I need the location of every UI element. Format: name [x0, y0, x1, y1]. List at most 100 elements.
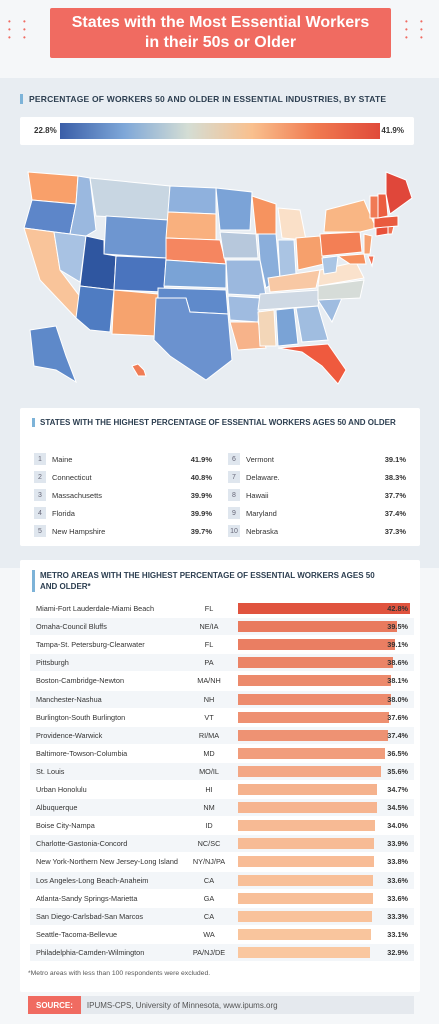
- metro-bar-track: 34.0%: [238, 820, 410, 832]
- metro-row: Seattle-Tacoma-Bellevue WA 33.1%: [30, 926, 414, 943]
- state-percent: 39.9%: [190, 490, 212, 500]
- metro-value-label: 37.6%: [387, 712, 408, 722]
- state-name: Delaware.: [246, 472, 280, 482]
- rank-number: 8: [228, 489, 240, 501]
- state-rank-row: 9 Maryland 37.4%: [228, 506, 406, 520]
- metro-row: Omaha-Council Bluffs NE/IA 39.5%: [30, 618, 414, 636]
- metro-bar-track: 33.1%: [238, 928, 410, 940]
- metro-value-label: 38.0%: [387, 694, 408, 704]
- state-rank-row: 8 Hawaii 37.7%: [228, 488, 406, 502]
- metro-value-label: 33.9%: [387, 839, 408, 849]
- decorative-dots-right: • • • • • •: [405, 17, 428, 42]
- metro-heading: METRO AREAS WITH THE HIGHEST PERCENTAGE …: [32, 570, 375, 592]
- state-ga: [295, 305, 329, 343]
- color-legend: 22.8% 41.9%: [20, 117, 414, 145]
- metro-name: New York-Northern New Jersey-Long Island: [36, 857, 178, 867]
- metro-row: Boston-Cambridge-Newton MA/NH 38.1%: [30, 672, 414, 689]
- metro-state: VT: [204, 712, 214, 722]
- state-name: Vermont: [246, 454, 274, 464]
- state-rank-row: 2 Connecticut 40.8%: [34, 470, 212, 484]
- metro-row: Providence-Warwick RI/MA 37.4%: [30, 726, 414, 744]
- state-ma: [373, 215, 399, 229]
- metro-state: PA: [204, 658, 214, 668]
- metro-bar-track: 34.5%: [238, 802, 410, 814]
- state-name: Maryland: [246, 508, 277, 518]
- metro-bar: [238, 838, 375, 850]
- state-oh: [295, 235, 325, 271]
- state-percent: 37.4%: [384, 508, 406, 518]
- metro-state: NH: [203, 694, 215, 704]
- state-nm: [111, 289, 159, 337]
- state-ia: [219, 231, 259, 259]
- rank-number: 6: [228, 453, 240, 465]
- metro-bar-track: 37.4%: [238, 729, 410, 741]
- state-de: [367, 255, 375, 268]
- metro-state: HI: [205, 785, 213, 794]
- rank-number: 10: [228, 525, 240, 537]
- state-ks: [163, 259, 227, 289]
- metro-value-label: 33.6%: [387, 875, 408, 885]
- metro-bar-track: 37.6%: [238, 711, 410, 723]
- metro-row: New York-Northern New Jersey-Long Island…: [30, 853, 414, 870]
- state-wa: [27, 171, 79, 205]
- metro-row: Tampa-St. Petersburg-Clearwater FL 39.1%: [30, 636, 414, 653]
- metro-name: Albuquerque: [36, 803, 78, 813]
- metro-bar: [238, 892, 373, 904]
- metro-row: Los Angeles-Long Beach-Anaheim CA 33.6%: [30, 871, 414, 889]
- metro-bar-track: 39.1%: [238, 639, 410, 651]
- metro-value-label: 34.5%: [387, 803, 408, 813]
- state-sd: [165, 211, 217, 241]
- metro-panel: METRO AREAS WITH THE HIGHEST PERCENTAGE …: [20, 560, 420, 992]
- metro-value-label: 39.1%: [387, 640, 408, 650]
- top-states-panel: STATES WITH THE HIGHEST PERCENTAGE OF ES…: [20, 408, 420, 546]
- state-nc: [317, 279, 365, 301]
- us-choropleth-map: [23, 171, 413, 385]
- metro-bar: [238, 820, 375, 832]
- metro-row: Miami-Fort Lauderdale-Miami Beach FL 42.8%: [30, 600, 414, 617]
- metro-bar: [238, 603, 410, 614]
- metro-bar-track: 33.8%: [238, 856, 410, 868]
- state-percent: 39.1%: [384, 454, 406, 464]
- state-al: [275, 307, 299, 347]
- source-label: SOURCE:: [28, 996, 81, 1014]
- metro-name: St. Louis: [36, 766, 65, 776]
- metro-bar: [238, 910, 372, 922]
- metro-bar-track: 33.6%: [238, 874, 410, 886]
- state-hi: [131, 363, 147, 377]
- metro-heading-line-2: AND OLDER*: [40, 582, 91, 591]
- source-text: IPUMS-CPS, University of Minnesota, www.…: [86, 1000, 278, 1010]
- state-name: Hawaii: [246, 490, 269, 500]
- metro-value-label: 37.4%: [387, 730, 408, 740]
- state-nh: [377, 193, 389, 219]
- state-ms: [257, 309, 277, 347]
- state-mi: [277, 207, 307, 241]
- metro-bar-track: 38.0%: [238, 693, 410, 705]
- metro-value-label: 39.5%: [387, 622, 408, 632]
- metro-value-label: 35.6%: [387, 766, 408, 776]
- state-wv: [321, 255, 339, 275]
- metro-name: Pittsburgh: [36, 658, 69, 668]
- metro-name: Boise City-Nampa: [36, 821, 95, 831]
- metro-bar: [238, 784, 378, 795]
- metro-bar-track: 34.7%: [238, 784, 410, 795]
- decorative-dots-left: • • • • • •: [8, 17, 31, 42]
- metro-name: Los Angeles-Long Beach-Anaheim: [36, 875, 149, 885]
- metro-row: Burlington-South Burlington VT 37.6%: [30, 709, 414, 726]
- metro-bar: [238, 693, 391, 705]
- metro-bar-track: 38.1%: [238, 675, 410, 687]
- metro-name: Tampa-St. Petersburg-Clearwater: [36, 640, 145, 650]
- metro-name: Miami-Fort Lauderdale-Miami Beach: [36, 604, 155, 613]
- state-rank-row: 1 Maine 41.9%: [34, 452, 212, 466]
- state-name: Maine: [52, 454, 73, 464]
- metro-state: MA/NH: [197, 676, 221, 686]
- page-title: States with the Most Essential Workers i…: [50, 8, 391, 58]
- state-name: Florida: [52, 508, 75, 518]
- metro-bar-track: 33.6%: [238, 892, 410, 904]
- metro-row: Urban Honolulu HI 34.7%: [30, 781, 414, 798]
- metro-state: NC/SC: [197, 839, 221, 849]
- metro-value-label: 33.3%: [387, 911, 408, 921]
- title-line-2: in their 50s or Older: [144, 34, 297, 51]
- metro-bar: [238, 639, 396, 651]
- state-fl: [277, 343, 347, 385]
- metro-value-label: 32.9%: [387, 947, 408, 957]
